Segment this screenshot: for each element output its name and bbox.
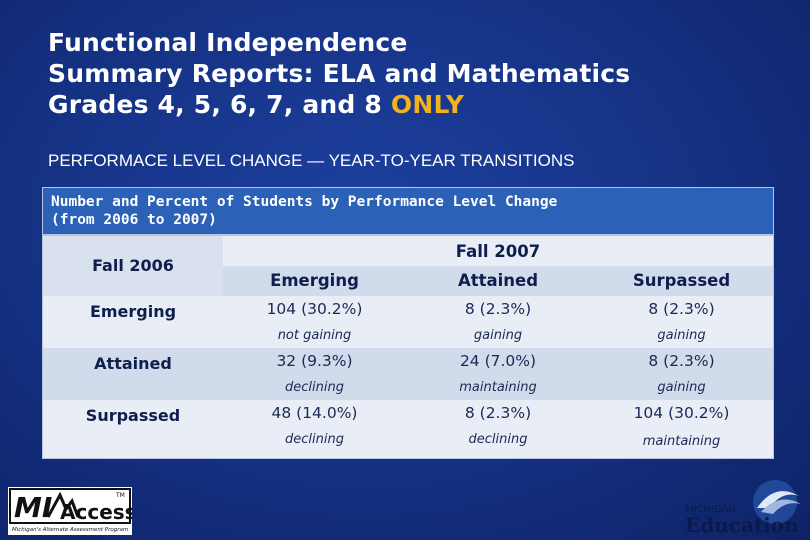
table-cell: 104 (30.2%) not gaining [223,296,406,348]
row-label-attained: Attained [43,348,223,400]
table-cell: 24 (7.0%) maintaining [406,348,590,400]
cell-value: 8 (2.3%) [464,404,532,422]
michigan-education-logo-graphic: MICHIGAN Education [685,480,801,537]
row-header-title: Fall 2006 [43,236,223,296]
cell-value: 24 (7.0%) [459,352,537,370]
michigan-education-logo: MICHIGAN Education [683,478,805,537]
table-cell: 48 (14.0%) declining [223,400,406,458]
cell-note: not gaining [277,328,352,343]
cell-note: gaining [473,328,523,343]
cell-value: 8 (2.3%) [464,300,532,318]
svg-text:Access: Access [60,500,132,524]
table-caption-line-2: (from 2006 to 2007) [51,212,217,228]
cell-note: declining [285,432,344,447]
slide-subtitle: PERFORMACE LEVEL CHANGE — YEAR-TO-YEAR T… [48,151,575,170]
mi-access-tm: TM [115,492,125,499]
mi-access-tagline: Michigan's Alternate Assessment Program [12,527,128,533]
svg-text:MI: MI [14,491,52,524]
mi-access-logo-graphic: MI Access TM Michigan's Alternate Assess… [8,487,137,535]
cell-note: maintaining [459,380,537,395]
table-cell: 8 (2.3%) gaining [406,296,590,348]
table-cell: 8 (2.3%) gaining [590,348,773,400]
slide-title: Functional Independence Summary Reports:… [48,27,768,120]
title-line-3: Grades 4, 5, 6, 7, and 8 ONLY [48,89,768,120]
table-cell: 8 (2.3%) gaining [590,296,773,348]
table-cell: 32 (9.3%) declining [223,348,406,400]
table-caption: Number and Percent of Students by Perfor… [43,188,773,236]
title-accent-only: ONLY [390,90,465,119]
table-cell: 8 (2.3%) declining [406,400,590,458]
mi-access-logo: MI Access TM Michigan's Alternate Assess… [8,487,137,535]
michigan-state-text: MICHIGAN [685,504,736,515]
cell-note: gaining [657,380,706,395]
cell-value: 104 (30.2%) [266,300,363,318]
cell-value: 104 (30.2%) [633,404,730,422]
row-label-surpassed: Surpassed [43,400,223,458]
cell-note: declining [285,380,344,395]
col-group-title: Fall 2007 [223,236,773,266]
title-line-2: Summary Reports: ELA and Mathematics [48,59,631,88]
cell-note: maintaining [642,434,721,449]
cell-value: 32 (9.3%) [276,352,353,370]
cell-value: 48 (14.0%) [271,404,358,422]
cell-value: 8 (2.3%) [648,352,715,370]
col-header-surpassed: Surpassed [590,266,773,296]
education-text: Education [685,513,799,536]
table-cell: 104 (30.2%) maintaining [590,400,773,458]
title-line-1: Functional Independence [48,28,408,57]
col-header-emerging: Emerging [223,266,406,296]
table-caption-line-1: Number and Percent of Students by Perfor… [51,194,558,210]
cell-value: 8 (2.3%) [648,300,715,318]
row-label-emerging: Emerging [43,296,223,348]
title-line-3-prefix: Grades 4, 5, 6, 7, and 8 [48,90,391,119]
transition-table: Number and Percent of Students by Perfor… [42,187,774,459]
cell-note: declining [468,432,528,447]
cell-note: gaining [657,328,706,343]
col-header-attained: Attained [406,266,590,296]
